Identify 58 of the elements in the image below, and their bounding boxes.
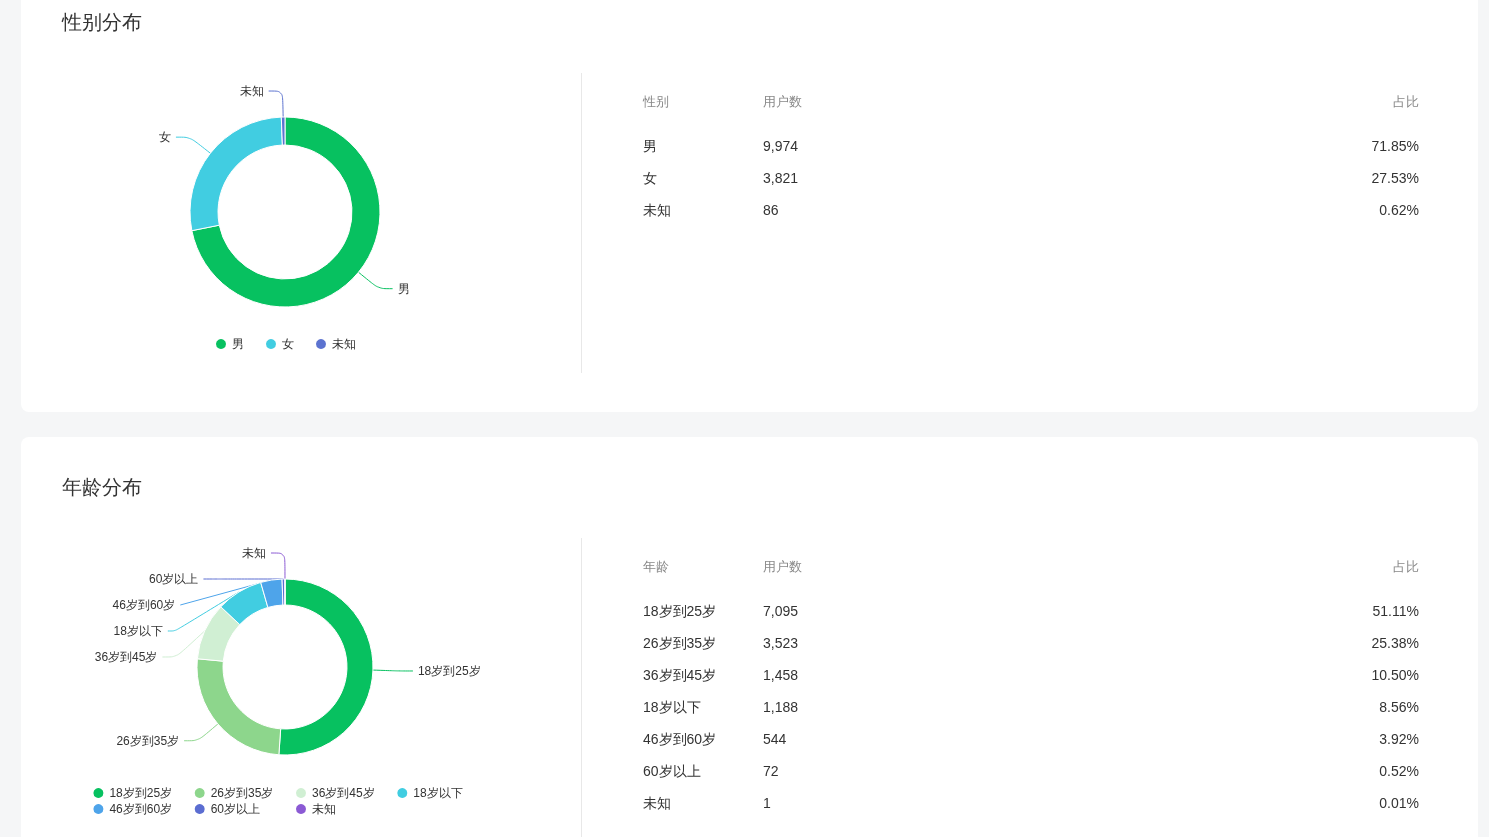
text: 46岁到60岁 <box>643 730 717 749</box>
text: 36岁到45岁 <box>643 666 717 685</box>
text: 占比 <box>1393 558 1419 576</box>
text: 544 <box>763 730 787 749</box>
text: 1 <box>763 794 771 813</box>
text: 1,188 <box>763 698 799 717</box>
legend-label: 18岁到25岁 <box>109 786 173 800</box>
text: 8.56% <box>1379 698 1419 717</box>
slice-label: 未知 <box>241 546 266 560</box>
text: 用户数 <box>763 558 802 576</box>
slice-label: 36岁到45岁 <box>94 650 158 664</box>
slice-label: 46岁到60岁 <box>112 598 176 612</box>
text: 7,095 <box>763 602 799 621</box>
text: 1,458 <box>763 666 799 685</box>
slice-label: 女 <box>158 130 171 145</box>
text: 18岁到25岁 <box>643 602 717 621</box>
legend-label: 18岁以下 <box>413 786 463 800</box>
text: 0.52% <box>1379 762 1419 781</box>
legend-label: 36岁到45岁 <box>312 786 375 800</box>
text: 51.11% <box>1372 602 1419 621</box>
text: 女 <box>643 169 657 188</box>
legend-label: 60岁以上 <box>210 802 261 816</box>
text: 3.92% <box>1379 730 1419 749</box>
text: 年龄 <box>643 558 669 576</box>
slice-label: 未知 <box>239 84 264 99</box>
text: 3,821 <box>763 169 799 188</box>
text: 60岁以上 <box>643 762 701 781</box>
text: 25.38% <box>1371 634 1419 653</box>
chart-title: 年龄分布 <box>62 475 142 500</box>
text: 用户数 <box>763 93 802 111</box>
slice-label: 60岁以上 <box>149 572 199 586</box>
legend-label: 26岁到35岁 <box>210 786 274 800</box>
text: 3,523 <box>763 634 799 653</box>
text: 9,974 <box>763 137 799 156</box>
text: 占比 <box>1393 93 1419 111</box>
text: 0.62% <box>1379 201 1419 220</box>
text: 72 <box>763 762 779 781</box>
legend-label: 未知 <box>332 337 356 351</box>
text: 26岁到35岁 <box>643 634 717 653</box>
text: 86 <box>763 201 779 220</box>
legend-label: 未知 <box>312 802 336 816</box>
text: 性别 <box>643 93 669 111</box>
text: 71.85% <box>1371 137 1419 156</box>
text: 未知 <box>643 794 671 813</box>
text: 0.01% <box>1379 794 1419 813</box>
slice-label: 18岁以下 <box>113 624 163 638</box>
legend-label: 女 <box>282 337 294 351</box>
chart-title: 性别分布 <box>62 10 142 35</box>
text: 未知 <box>643 201 671 220</box>
text: 男 <box>643 137 657 156</box>
legend-label: 男 <box>232 337 244 351</box>
text: 10.50% <box>1371 666 1419 685</box>
slice-label: 18岁到25岁 <box>417 663 481 678</box>
slice-label: 26岁到35岁 <box>116 733 180 748</box>
slice-label: 男 <box>397 281 410 296</box>
legend-label: 46岁到60岁 <box>109 802 173 816</box>
text: 27.53% <box>1371 169 1419 188</box>
text: 18岁以下 <box>643 698 701 717</box>
